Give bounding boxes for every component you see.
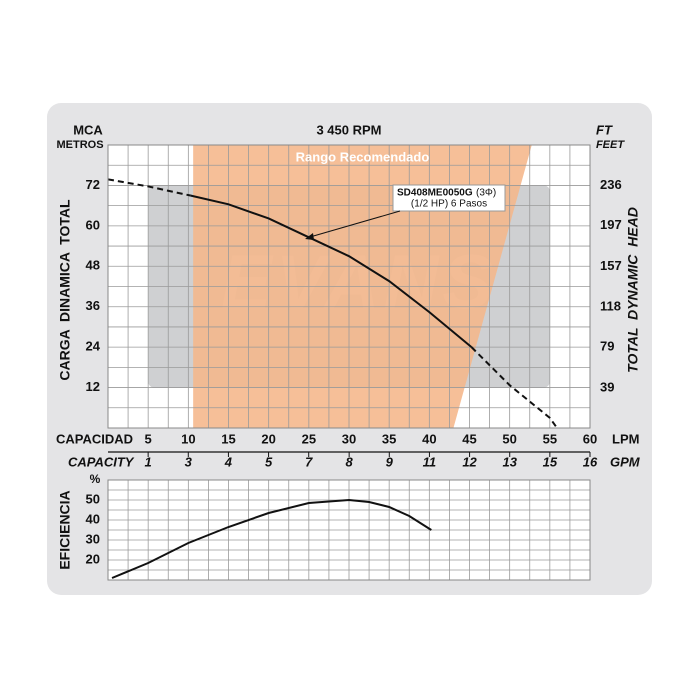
y2-unit: FT [596,122,613,137]
x2-tick-label: 11 [423,454,437,469]
x-tick-label: 50 [502,431,516,446]
x2-axis-label: CAPACITY [68,454,135,469]
x-tick-label: 55 [543,431,557,446]
eff-unit: % [90,472,101,486]
x2-tick-label: 13 [502,454,517,469]
y2-tick-label: 79 [600,338,614,353]
x2-tick-label: 9 [386,454,394,469]
plot-border [107,479,591,581]
y2-tick-label: 118 [600,298,621,313]
x2-tick-label: 4 [224,454,233,469]
annotation-arrowhead [305,233,314,240]
x2-tick-label: 15 [543,454,558,469]
y-tick-label: 24 [86,339,101,354]
x-unit: LPM [612,431,639,446]
curve [107,178,191,197]
annotation-model: SD408ME0050G [397,188,473,199]
y-tick-label: 40 [86,511,100,526]
curve [111,498,432,579]
eff-axis-label: EFICIENCIA [57,490,73,569]
x2-tick-label: 7 [305,454,313,469]
x2-tick-label: 16 [583,454,598,469]
y-tick-label: 60 [86,217,100,232]
curve [190,194,473,348]
x-tick-label: 20 [261,431,275,446]
x2-tick-label: 3 [185,454,193,469]
x2-tick-label: 1 [145,454,152,469]
y-tick-label: 12 [86,379,100,394]
x-tick-label: 60 [583,431,597,446]
annotation-phase: (3Φ) [476,188,496,199]
y2-axis-label: TOTAL DYNAMIC HEAD [625,207,641,373]
x2-unit: GPM [610,454,641,469]
y-tick-label: 30 [86,531,100,546]
chart-title: 3 450 RPM [316,122,381,137]
plot-border [107,144,591,429]
y2-unit-sub: FEET [596,139,625,151]
y-axis-label: CARGA DINAMICA TOTAL [57,199,73,381]
y-tick-label: 48 [86,258,100,273]
x2-tick-label: 8 [346,454,354,469]
curve [470,346,558,429]
x-tick-label: 45 [462,431,476,446]
y2-tick-label: 157 [600,258,622,273]
annotation-detail: (1/2 HP) 6 Pasos [411,199,487,210]
x-tick-label: 10 [181,431,195,446]
x-tick-label: 40 [422,431,436,446]
x2-tick-label: 5 [265,454,273,469]
x-tick-label: 25 [302,431,316,446]
x2-tick-label: 12 [462,454,477,469]
y2-tick-label: 236 [600,177,622,192]
x-tick-label: 35 [382,431,396,446]
x-tick-label: 15 [221,431,235,446]
annotation-box [392,184,506,212]
y2-tick-label: 197 [600,217,622,232]
x-tick-label: 30 [342,431,356,446]
y-unit: MCA [73,122,103,137]
y-tick-label: 20 [86,551,100,566]
y-unit-sub: METROS [56,139,103,151]
y-tick-label: 36 [86,298,100,313]
annotation-arrow [309,210,401,238]
x-tick-label: 5 [145,431,152,446]
y-tick-label: 72 [86,177,100,192]
y2-tick-label: 39 [600,379,614,394]
y-tick-label: 50 [86,491,100,506]
recommended-range-label: Rango Recomendado [296,149,430,164]
x-axis-label: CAPACIDAD [56,431,133,446]
